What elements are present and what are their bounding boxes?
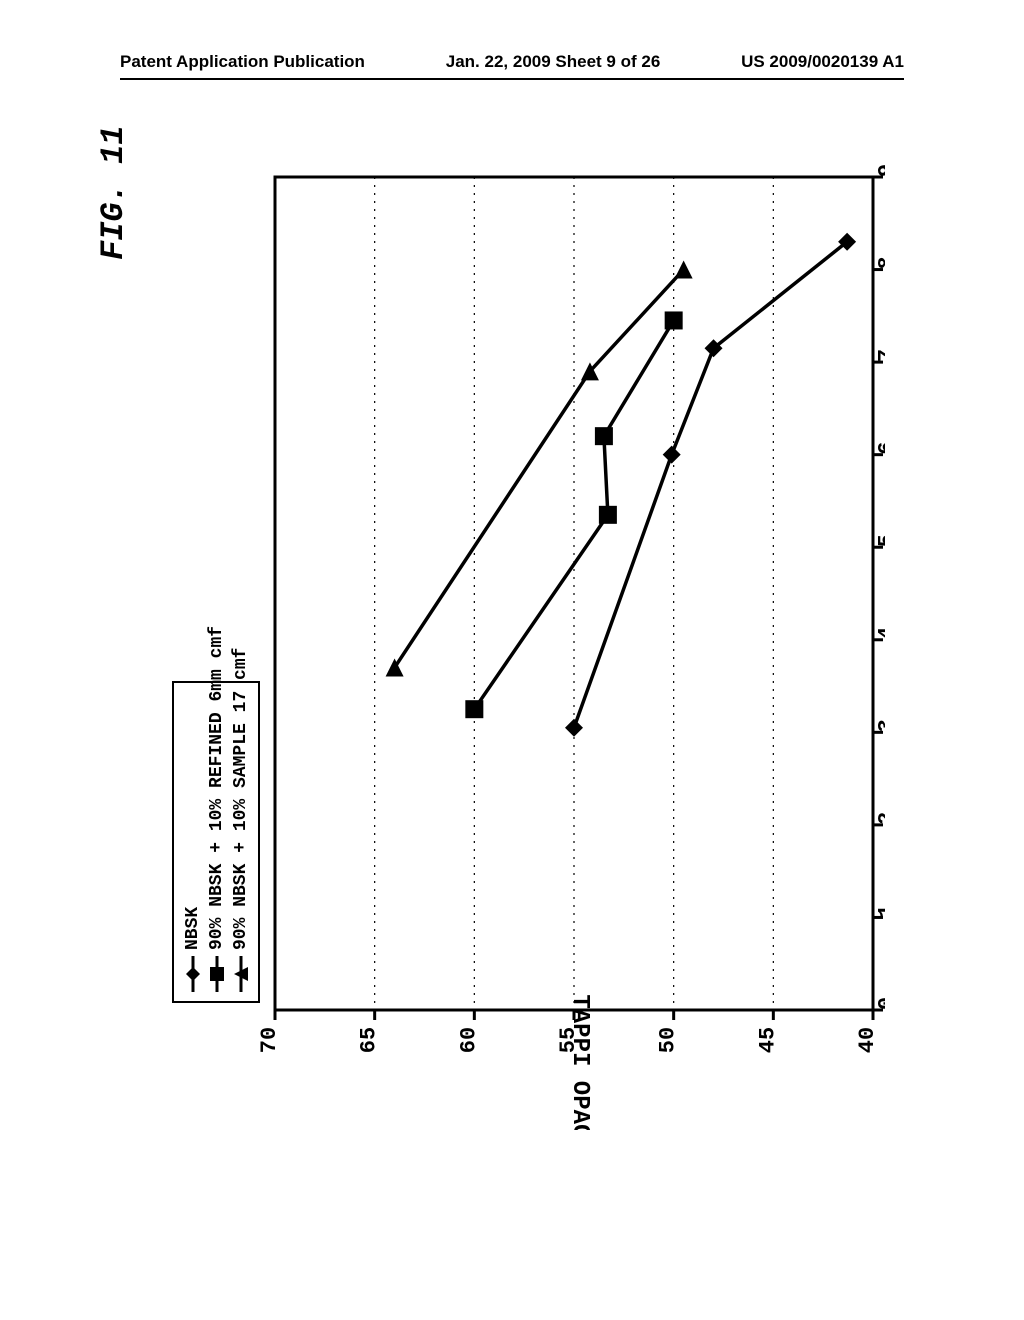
svg-text:5: 5 — [875, 534, 886, 547]
page-header: Patent Application Publication Jan. 22, … — [0, 52, 1024, 72]
svg-text:60: 60 — [456, 1027, 481, 1053]
series-diamond — [565, 233, 856, 737]
header-right: US 2009/0020139 A1 — [741, 52, 904, 72]
svg-text:90% NBSK + 10% REFINED 6mm cmf: 90% NBSK + 10% REFINED 6mm cmf — [207, 626, 227, 950]
svg-text:7: 7 — [875, 349, 886, 362]
figure-11: FIG. 11 012345678940455055606570BREAKING… — [155, 165, 885, 1130]
svg-text:NBSK: NBSK — [183, 907, 203, 950]
svg-text:8: 8 — [875, 256, 886, 269]
svg-text:4: 4 — [875, 627, 886, 640]
header-divider — [120, 78, 904, 80]
svg-text:0: 0 — [875, 997, 886, 1010]
legend: NBSK90% NBSK + 10% REFINED 6mm cmf90% NB… — [173, 626, 259, 1002]
svg-text:40: 40 — [855, 1027, 880, 1053]
svg-text:3: 3 — [875, 719, 886, 732]
svg-text:1: 1 — [875, 904, 886, 917]
svg-text:9: 9 — [875, 165, 886, 177]
svg-text:65: 65 — [357, 1027, 382, 1053]
svg-text:6: 6 — [875, 441, 886, 454]
svg-text:45: 45 — [755, 1027, 780, 1053]
header-left: Patent Application Publication — [120, 52, 365, 72]
opacity-vs-breaking-length-chart: 012345678940455055606570BREAKING LENGTH,… — [155, 165, 885, 1130]
figure-title: FIG. 11 — [95, 126, 132, 260]
svg-text:2: 2 — [875, 812, 886, 825]
svg-text:90% NBSK + 10% SAMPLE 17 cmf: 90% NBSK + 10% SAMPLE 17 cmf — [231, 648, 251, 950]
svg-text:70: 70 — [257, 1027, 282, 1053]
header-center: Jan. 22, 2009 Sheet 9 of 26 — [446, 52, 661, 72]
svg-text:50: 50 — [656, 1027, 681, 1053]
y-axis-label: TAPPI OPACITY — [566, 994, 593, 1130]
